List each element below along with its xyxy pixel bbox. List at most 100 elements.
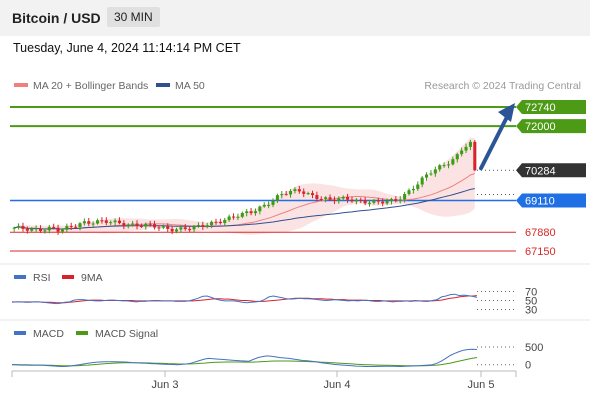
candle-body xyxy=(210,221,214,226)
candle xyxy=(236,213,240,221)
candle-body xyxy=(170,228,174,232)
candle xyxy=(113,218,117,226)
candle xyxy=(350,196,354,203)
candle xyxy=(174,227,179,234)
candle xyxy=(389,197,393,205)
x-axis-label: Jun 5 xyxy=(468,379,495,391)
candle-body xyxy=(468,141,472,147)
macd-legend-swatch xyxy=(14,331,26,335)
pivot-badge: 69110 xyxy=(516,193,586,208)
moving-averages xyxy=(14,173,475,230)
candle-body xyxy=(196,225,200,227)
candle-body xyxy=(223,219,227,224)
candle xyxy=(122,220,126,230)
last-price-badge-shape xyxy=(516,163,586,178)
candle-body xyxy=(297,189,301,192)
candle xyxy=(227,214,231,222)
candle xyxy=(245,208,249,217)
ma20-legend-label: MA 20 + Bollinger Bands xyxy=(33,80,148,92)
candle-body xyxy=(47,226,51,231)
candle xyxy=(306,191,310,196)
rsi-level-label: 50 xyxy=(525,296,537,308)
target-2-badge-text: 72740 xyxy=(525,102,556,114)
candle xyxy=(411,185,415,194)
candle-body xyxy=(65,226,69,230)
candle xyxy=(310,190,315,199)
candle xyxy=(451,156,455,166)
last-price-badge: 70284 xyxy=(516,163,586,178)
candle-body xyxy=(60,229,64,232)
candle-body xyxy=(416,184,420,189)
candle-body xyxy=(96,220,100,224)
candle xyxy=(420,175,424,188)
candle xyxy=(30,227,34,233)
candle xyxy=(65,223,69,233)
target-2-badge: 72740 xyxy=(516,100,586,114)
candle-body xyxy=(218,221,222,224)
candle-body xyxy=(25,228,29,231)
candle xyxy=(297,185,301,194)
candle-body xyxy=(363,200,367,204)
candle xyxy=(302,188,306,198)
candle-body xyxy=(381,201,385,204)
candle-body xyxy=(214,221,218,223)
timeframe-badge[interactable]: 30 MIN xyxy=(107,7,160,27)
candle xyxy=(289,189,293,198)
candle xyxy=(275,193,279,204)
rsi-ma-legend-swatch xyxy=(62,275,74,279)
candle xyxy=(359,197,363,204)
candle xyxy=(262,202,266,208)
candle xyxy=(139,223,143,228)
candle-body xyxy=(455,154,459,160)
candle-body xyxy=(389,199,393,202)
candle-body xyxy=(385,201,389,204)
candle xyxy=(91,221,95,227)
candle-body xyxy=(201,225,205,227)
candle-body xyxy=(284,194,288,196)
macd-main-line xyxy=(11,348,478,368)
candle-body xyxy=(69,226,73,228)
rsi-legend-label: RSI xyxy=(33,272,51,284)
candle xyxy=(60,228,64,234)
candle xyxy=(157,225,161,232)
candle xyxy=(446,161,451,169)
candle-body xyxy=(280,194,284,196)
candle xyxy=(473,139,477,172)
candle xyxy=(131,220,135,227)
candle xyxy=(179,225,183,233)
candle-body xyxy=(367,202,372,204)
macd-legend-label: MACD xyxy=(33,328,64,340)
candle xyxy=(332,196,336,205)
candle-body xyxy=(17,226,21,228)
candle xyxy=(69,222,73,230)
x-axis-label: Jun 4 xyxy=(324,379,351,391)
macd-level-label: 500 xyxy=(525,342,543,354)
candle xyxy=(34,225,38,233)
candle-body xyxy=(376,200,380,202)
candle xyxy=(293,187,297,194)
candle-body xyxy=(425,174,429,178)
ma50-legend-swatch xyxy=(156,83,170,87)
candle-body xyxy=(359,199,363,201)
macd-legend: MACD MACD Signal xyxy=(14,328,158,340)
candle-body xyxy=(161,226,165,228)
chart-datetime: Tuesday, June 4, 2024 11:14:14 PM CET xyxy=(13,41,241,55)
candle-body xyxy=(464,146,468,151)
target-1-badge-text: 72000 xyxy=(525,121,556,133)
rsi-level-label: 30 xyxy=(525,305,537,317)
price-level-labels: 72740 72000 70284 69110 67880 67150 xyxy=(516,100,586,258)
candle xyxy=(43,228,47,234)
candle xyxy=(416,181,420,191)
candle xyxy=(253,208,258,216)
candle-body xyxy=(104,220,108,223)
candle-body xyxy=(236,216,240,218)
candle-body xyxy=(43,230,47,232)
candle xyxy=(337,196,341,204)
candle-body xyxy=(117,220,122,224)
ma50-legend-label: MA 50 xyxy=(175,80,205,92)
candle xyxy=(442,162,446,168)
candle xyxy=(21,222,25,232)
candle xyxy=(249,207,253,216)
candle-body xyxy=(30,228,34,231)
candle-body xyxy=(289,191,293,195)
